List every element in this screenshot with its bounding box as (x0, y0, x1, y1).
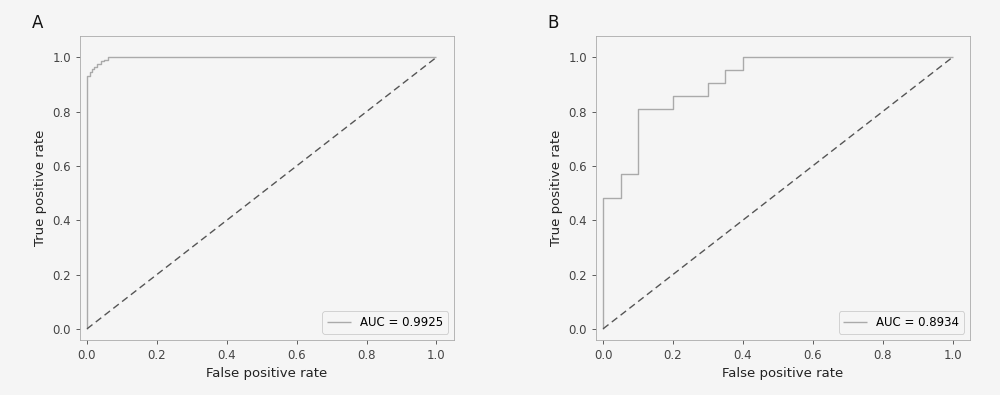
Y-axis label: True positive rate: True positive rate (34, 130, 47, 246)
AUC = 0.8934 (615, 196, 627, 201)
AUC = 0.9925 (91, 64, 103, 69)
AUC = 0.9925 (116, 55, 128, 60)
Text: A: A (31, 14, 43, 32)
Legend: AUC = 0.9925: AUC = 0.9925 (322, 311, 448, 334)
AUC = 0.9925 (88, 67, 100, 72)
AUC = 0.8934 (947, 55, 959, 60)
AUC = 0.9925 (86, 67, 98, 72)
AUC = 0.9925 (98, 59, 110, 64)
AUC = 0.8934 (737, 55, 749, 60)
AUC = 0.9925 (102, 58, 114, 62)
AUC = 0.9925 (81, 326, 93, 331)
Y-axis label: True positive rate: True positive rate (550, 130, 563, 246)
AUC = 0.8934 (719, 81, 731, 85)
AUC = 0.8934 (737, 68, 749, 73)
AUC = 0.8934 (667, 94, 679, 98)
AUC = 0.9925 (95, 59, 107, 64)
AUC = 0.9925 (81, 74, 93, 79)
AUC = 0.8934 (719, 68, 731, 73)
AUC = 0.9925 (98, 58, 110, 62)
AUC = 0.9925 (91, 62, 103, 66)
AUC = 0.8934 (632, 107, 644, 111)
AUC = 0.9925 (88, 64, 100, 69)
Text: B: B (547, 14, 559, 32)
AUC = 0.8934 (597, 326, 609, 331)
X-axis label: False positive rate: False positive rate (722, 367, 844, 380)
AUC = 0.9925 (84, 70, 96, 75)
Line: AUC = 0.8934: AUC = 0.8934 (603, 57, 953, 329)
AUC = 0.9925 (105, 55, 117, 60)
AUC = 0.9925 (105, 55, 117, 60)
AUC = 0.9925 (86, 70, 98, 75)
Line: AUC = 0.9925: AUC = 0.9925 (87, 57, 436, 329)
AUC = 0.8934 (772, 55, 784, 60)
Legend: AUC = 0.8934: AUC = 0.8934 (839, 311, 964, 334)
AUC = 0.8934 (597, 196, 609, 201)
AUC = 0.8934 (702, 81, 714, 85)
AUC = 0.9925 (102, 55, 114, 60)
AUC = 0.9925 (116, 55, 128, 60)
X-axis label: False positive rate: False positive rate (206, 367, 328, 380)
AUC = 0.8934 (702, 94, 714, 98)
AUC = 0.9925 (84, 74, 96, 79)
AUC = 0.8934 (632, 172, 644, 177)
AUC = 0.8934 (772, 55, 784, 60)
AUC = 0.9925 (95, 62, 107, 66)
AUC = 0.8934 (615, 172, 627, 177)
AUC = 0.8934 (667, 107, 679, 111)
AUC = 0.9925 (430, 55, 442, 60)
